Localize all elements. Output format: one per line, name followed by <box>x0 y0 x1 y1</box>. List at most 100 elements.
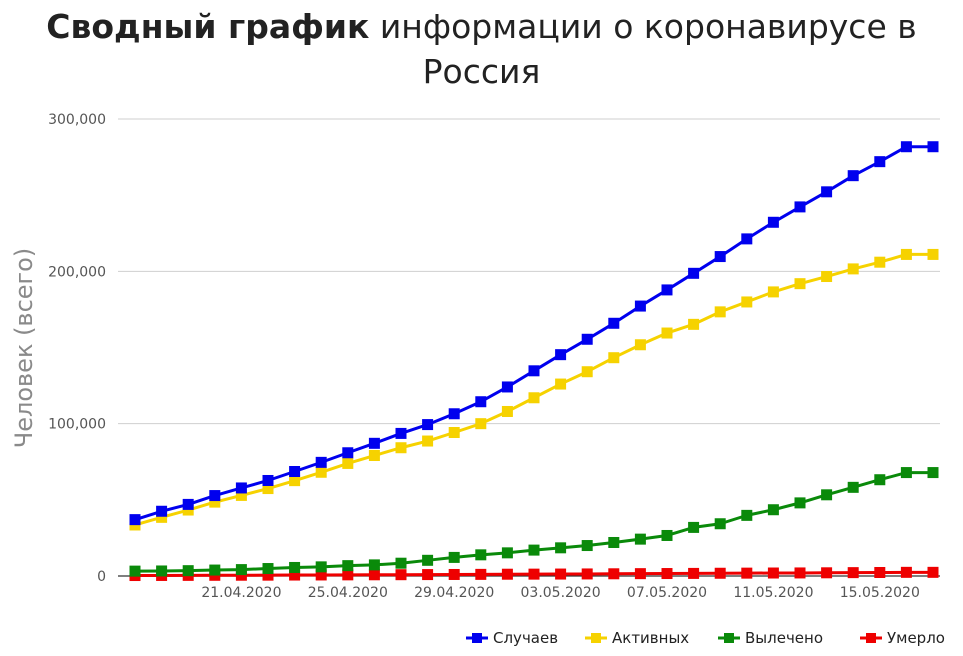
series-line <box>134 471 933 573</box>
data-point <box>634 339 646 351</box>
data-point <box>714 518 726 530</box>
x-tick-label: 21.04.2020 <box>201 585 281 601</box>
data-point <box>156 565 168 577</box>
legend-swatch <box>472 633 482 643</box>
legend-item[interactable]: Умерло <box>860 629 945 647</box>
data-point <box>767 504 779 516</box>
data-point <box>395 427 407 439</box>
series-Вылечено <box>129 467 939 577</box>
legend-item[interactable]: Вылечено <box>718 629 823 647</box>
data-point <box>289 475 301 487</box>
legend-item[interactable]: Случаев <box>466 629 558 647</box>
data-point <box>422 554 434 566</box>
gridlines <box>118 118 940 577</box>
data-point <box>741 296 753 308</box>
data-point <box>528 568 540 580</box>
data-point <box>235 569 247 581</box>
data-point <box>821 489 833 501</box>
data-point <box>528 544 540 556</box>
chart-title: Сводный график информации о коронавирусе… <box>0 4 963 94</box>
data-point <box>900 467 912 479</box>
data-point <box>821 271 833 283</box>
y-tick-label: 0 <box>97 569 106 585</box>
data-point <box>688 521 700 533</box>
data-point <box>182 498 194 510</box>
data-point <box>608 536 620 548</box>
data-point <box>209 564 221 576</box>
data-point <box>634 533 646 545</box>
legend: Случаев Активных Вылечено Умерло <box>466 629 945 647</box>
legend-label: Случаев <box>493 629 558 647</box>
series-Случаев <box>129 141 939 526</box>
data-point <box>688 567 700 579</box>
data-point <box>528 392 540 404</box>
legend-swatch <box>866 633 876 643</box>
data-point <box>847 481 859 493</box>
legend-label: Вылечено <box>745 629 823 647</box>
data-point <box>661 568 673 580</box>
data-point <box>395 557 407 569</box>
data-point <box>289 569 301 581</box>
data-point <box>581 366 593 378</box>
data-point <box>448 568 460 580</box>
data-point <box>581 540 593 552</box>
data-point <box>767 216 779 228</box>
data-point <box>927 141 939 153</box>
data-point <box>235 482 247 494</box>
data-point <box>448 551 460 563</box>
series-Активных <box>129 248 939 531</box>
data-point <box>581 333 593 345</box>
data-point <box>209 490 221 502</box>
data-point <box>794 278 806 290</box>
data-point <box>395 442 407 454</box>
data-point <box>368 450 380 462</box>
data-point <box>315 466 327 478</box>
series-Умерло <box>129 566 939 582</box>
data-point <box>847 567 859 579</box>
y-axis-label: Человек (всего) <box>10 248 38 448</box>
data-point <box>847 170 859 182</box>
legend-label: Активных <box>612 629 689 647</box>
data-point <box>262 483 274 495</box>
data-point <box>129 514 141 526</box>
data-point <box>501 547 513 559</box>
data-point <box>395 569 407 581</box>
data-point <box>874 256 886 268</box>
data-point <box>289 465 301 477</box>
data-point <box>342 569 354 581</box>
data-point <box>608 568 620 580</box>
data-point <box>156 511 168 523</box>
data-point <box>209 496 221 508</box>
data-point <box>794 201 806 213</box>
data-point <box>608 317 620 329</box>
data-point <box>688 267 700 279</box>
x-tick-label: 29.04.2020 <box>414 585 494 601</box>
data-point <box>501 568 513 580</box>
data-point <box>821 567 833 579</box>
x-axis-ticks: 21.04.2020 25.04.2020 29.04.2020 03.05.2020… <box>201 585 920 601</box>
data-point <box>661 327 673 339</box>
data-point <box>368 437 380 449</box>
x-tick-label: 15.05.2020 <box>840 585 920 601</box>
data-point <box>581 568 593 580</box>
data-point <box>714 306 726 318</box>
data-point <box>156 505 168 517</box>
data-point <box>767 567 779 579</box>
data-point <box>422 569 434 581</box>
data-point <box>874 156 886 168</box>
data-point <box>342 447 354 459</box>
data-point <box>475 549 487 561</box>
data-point <box>555 568 567 580</box>
data-point <box>900 566 912 578</box>
y-axis-ticks: 0 100,000 200,000 300,000 <box>48 112 106 585</box>
legend-item[interactable]: Активных <box>585 629 689 647</box>
data-point <box>714 251 726 263</box>
data-point <box>821 186 833 198</box>
legend-swatch <box>591 633 601 643</box>
data-point <box>182 565 194 577</box>
series-group <box>129 141 939 582</box>
data-point <box>262 474 274 486</box>
chart-title-rest: информации о коронавирусе в Россия <box>379 7 917 91</box>
x-tick-label: 25.04.2020 <box>308 585 388 601</box>
